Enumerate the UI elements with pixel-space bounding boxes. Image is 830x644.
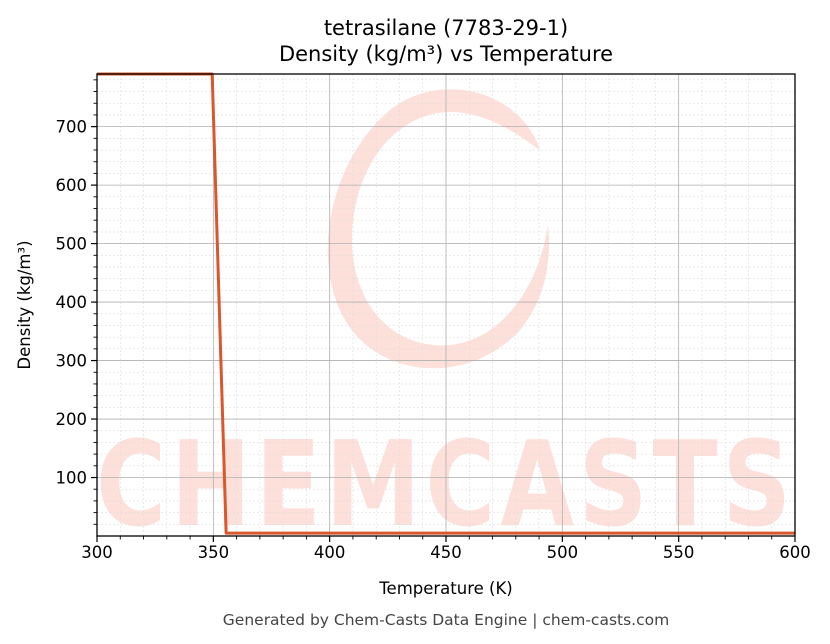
y-axis-label: Density (kg/m³) (15, 240, 34, 369)
chemcasts-watermark: CHEMCASTS (96, 89, 796, 553)
watermark-text: CHEMCASTS (96, 415, 796, 553)
y-axis: 100 200 300 400 500 600 700 (56, 79, 97, 525)
x-tick-label: 500 (547, 543, 579, 562)
y-tick-label: 300 (56, 352, 88, 371)
footer-credit: Generated by Chem-Casts Data Engine | ch… (223, 611, 669, 629)
chart-title: tetrasilane (7783-29-1) (324, 16, 568, 40)
y-tick-label: 200 (56, 410, 88, 429)
x-tick-label: 300 (81, 543, 113, 562)
y-tick-label: 700 (56, 118, 88, 137)
x-tick-label: 400 (314, 543, 346, 562)
chart-subtitle: Density (kg/m³) vs Temperature (279, 42, 613, 66)
x-tick-label: 550 (663, 543, 695, 562)
x-tick-label: 450 (430, 543, 462, 562)
y-tick-label: 400 (56, 293, 88, 312)
y-tick-label: 100 (56, 469, 88, 488)
x-tick-label: 350 (198, 543, 230, 562)
x-axis: 300 350 400 450 500 550 600 (81, 536, 811, 562)
y-tick-label: 600 (56, 176, 88, 195)
y-tick-label: 500 (56, 235, 88, 254)
x-tick-label: 600 (779, 543, 811, 562)
major-grid (96, 74, 796, 536)
x-axis-label: Temperature (K) (378, 579, 512, 598)
